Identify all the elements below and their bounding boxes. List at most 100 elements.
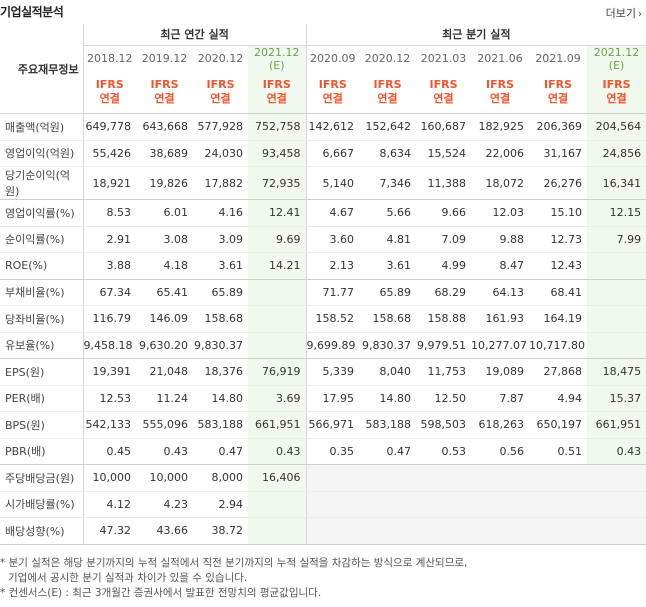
table-cell: 0.43 xyxy=(587,438,646,465)
table-cell: 17,882 xyxy=(193,166,248,200)
table-cell: 22,006 xyxy=(471,140,530,167)
table-cell xyxy=(529,491,588,518)
financial-table-body: 매출액(억원) 649,778 643,668 577,928 752,758 142,6… xyxy=(0,113,646,545)
table-cell: 3.08 xyxy=(136,226,193,253)
footnote-2: 기업에서 공시한 분기 실적과 차이가 있을 수 있습니다. xyxy=(8,572,248,584)
table-cell xyxy=(471,464,530,492)
table-cell: 5.66 xyxy=(359,199,417,227)
basis-standard: IFRS xyxy=(262,78,291,92)
table-cell: 116.79 xyxy=(83,305,136,333)
table-cell: 19,391 xyxy=(83,358,136,386)
table-cell: 3.60 xyxy=(305,226,360,253)
table-cell: 11.24 xyxy=(136,385,193,412)
chevron-right-icon[interactable]: › xyxy=(638,9,642,20)
table-row: BPS(원) 542,133 555,096 583,188 661,951 566,97… xyxy=(0,411,646,439)
table-cell: 0.53 xyxy=(416,438,472,465)
table-cell: 0.56 xyxy=(471,438,530,465)
table-cell: 8,634 xyxy=(359,140,417,167)
table-cell xyxy=(359,464,417,492)
basis-standard: IFRS xyxy=(150,78,179,92)
table-cell: 10,000 xyxy=(136,464,193,492)
table-cell: 8.47 xyxy=(471,252,530,280)
table-cell: 76,919 xyxy=(248,358,307,386)
table-cell: 204,564 xyxy=(587,113,646,141)
table-row: 당좌비율(%) 116.79 146.09 158.68 158.52 158.68 158… xyxy=(0,305,646,333)
table-row: EPS(원) 19,391 21,048 18,376 76,919 5,339 8,040… xyxy=(0,358,646,386)
table-cell: 161.93 xyxy=(471,305,530,333)
table-cell: 9,699.89 xyxy=(305,332,360,359)
table-cell xyxy=(359,491,417,518)
table-cell: 19,826 xyxy=(136,166,193,200)
table-cell: 583,188 xyxy=(359,411,417,439)
table-row: 시가배당률(%) 4.12 4.23 2.94 xyxy=(0,491,646,518)
basis-header-1: IFRS 연결 xyxy=(136,71,193,114)
table-cell: 72,935 xyxy=(248,166,307,200)
table-cell: 55,426 xyxy=(83,140,136,167)
table-cell: 12.41 xyxy=(248,199,307,227)
table-cell: 15.37 xyxy=(587,385,646,412)
table-cell xyxy=(305,464,360,492)
row-label: 영업이익률(%) xyxy=(0,199,84,227)
table-cell: 555,096 xyxy=(136,411,193,439)
table-cell: 5,140 xyxy=(305,166,360,200)
table-cell: 182,925 xyxy=(471,113,530,141)
table-cell: 15,524 xyxy=(416,140,472,167)
basis-header-7: IFRS 연결 xyxy=(471,71,530,114)
table-cell xyxy=(248,305,307,333)
basis-header-4: IFRS 연결 xyxy=(305,71,360,114)
table-cell: 8,040 xyxy=(359,358,417,386)
table-cell: 9.66 xyxy=(416,199,472,227)
basis-standard: IFRS xyxy=(95,78,124,92)
table-cell: 2.91 xyxy=(83,226,136,253)
table-cell: 10,000 xyxy=(83,464,136,492)
table-cell: 14.80 xyxy=(359,385,417,412)
table-cell: 43.66 xyxy=(136,517,193,545)
row-label: ROE(%) xyxy=(0,252,84,280)
period-header-4: 2020.09 xyxy=(305,45,360,72)
table-cell: 12.15 xyxy=(587,199,646,227)
table-row: ROE(%) 3.88 4.18 3.61 14.21 2.13 3.61 4.99 8.47 1… xyxy=(0,252,646,280)
table-cell: 12.73 xyxy=(529,226,588,253)
table-cell: 618,263 xyxy=(471,411,530,439)
table-cell: 9,979.51 xyxy=(416,332,472,359)
table-cell xyxy=(416,517,472,545)
table-cell: 9,630.20 xyxy=(136,332,193,359)
table-cell: 0.43 xyxy=(248,438,307,465)
table-cell: 93,458 xyxy=(248,140,307,167)
table-row: PER(배) 12.53 11.24 14.80 3.69 17.95 14.80 12.50… xyxy=(0,385,646,412)
table-cell: 71.77 xyxy=(305,279,360,306)
more-label[interactable]: 더보기 xyxy=(605,7,636,20)
table-cell: 752,758 xyxy=(248,113,307,141)
table-cell: 11,753 xyxy=(416,358,472,386)
table-row: 순이익률(%) 2.91 3.08 3.09 9.69 3.60 4.81 7.09 9.88 1… xyxy=(0,226,646,253)
row-label: 당좌비율(%) xyxy=(0,305,84,333)
basis-scope: 연결 xyxy=(322,92,343,106)
row-label: 순이익률(%) xyxy=(0,226,84,253)
basis-scope: 연결 xyxy=(210,92,231,106)
table-cell: 4.23 xyxy=(136,491,193,518)
table-cell: 158.68 xyxy=(359,305,417,333)
period-header-3: 2021.12 (E) xyxy=(248,45,307,72)
table-row: 주당배당금(원) 10,000 10,000 8,000 16,406 xyxy=(0,464,646,492)
table-cell: 2.94 xyxy=(193,491,248,518)
basis-scope: 연결 xyxy=(489,92,511,106)
period-header-9: 2021.12 (E) xyxy=(587,45,646,72)
period-header-2: 2020.12 xyxy=(197,52,244,65)
table-cell: 0.45 xyxy=(83,438,136,465)
basis-header-2: IFRS 연결 xyxy=(193,71,248,114)
table-cell: 8.53 xyxy=(83,199,136,227)
table-cell: 649,778 xyxy=(83,113,136,141)
table-cell xyxy=(416,464,472,492)
table-cell: 24,030 xyxy=(193,140,248,167)
table-row: PBR(배) 0.45 0.43 0.47 0.43 0.35 0.47 0.53 0.56 0.… xyxy=(0,438,646,465)
more-link[interactable]: 더보기 › xyxy=(606,5,642,21)
table-cell: 14.80 xyxy=(193,385,248,412)
table-cell: 7.87 xyxy=(471,385,530,412)
table-cell: 142,612 xyxy=(305,113,360,141)
table-cell xyxy=(305,517,360,545)
basis-standard: IFRS xyxy=(318,78,347,92)
table-cell: 542,133 xyxy=(83,411,136,439)
table-cell xyxy=(248,332,307,359)
table-cell xyxy=(529,464,588,492)
period-header-8: 2021.09 xyxy=(535,52,581,65)
